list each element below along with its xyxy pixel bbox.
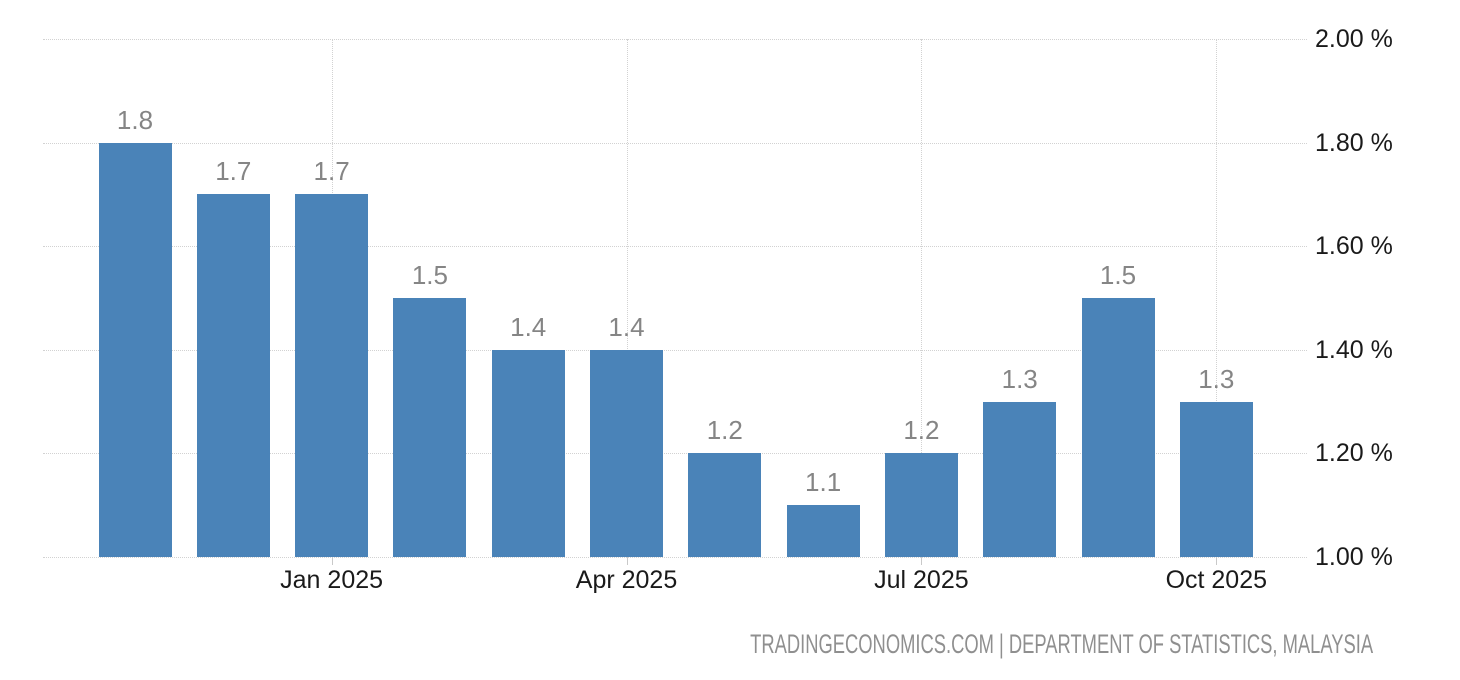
x-axis-tick-label: Jan 2025 bbox=[280, 566, 384, 594]
data-bar[interactable] bbox=[786, 505, 860, 557]
horizontal-gridline bbox=[43, 39, 1307, 40]
y-axis-tick-label: 1.60 % bbox=[1315, 232, 1393, 261]
y-axis-tick-label: 1.80 % bbox=[1315, 128, 1393, 157]
y-axis-tick-label: 1.40 % bbox=[1315, 335, 1393, 364]
horizontal-gridline bbox=[43, 453, 1307, 455]
x-axis-tick-label: Apr 2025 bbox=[575, 566, 678, 594]
x-axis-tick-label: Oct 2025 bbox=[1165, 566, 1268, 594]
data-bar[interactable] bbox=[196, 194, 270, 557]
y-axis-tick-label: 1.20 % bbox=[1315, 439, 1393, 468]
x-axis-tick-label: Jul 2025 bbox=[874, 566, 969, 594]
y-axis-tick-label: 2.00 % bbox=[1315, 25, 1393, 53]
bar-value-label: 1.4 bbox=[510, 311, 547, 342]
data-bar[interactable] bbox=[98, 142, 172, 557]
y-axis-tick-label: 1.00 % bbox=[1315, 543, 1393, 571]
vertical-gridline bbox=[921, 39, 923, 557]
bar-value-label: 1.7 bbox=[313, 156, 350, 187]
bar-value-label: 1.2 bbox=[903, 415, 940, 446]
bar-value-label: 1.5 bbox=[411, 260, 448, 290]
data-bar[interactable] bbox=[1081, 298, 1155, 557]
data-bar[interactable] bbox=[393, 298, 467, 557]
data-bar[interactable] bbox=[983, 401, 1057, 557]
x-axis-tick-mark bbox=[331, 557, 333, 565]
x-axis-tick-mark bbox=[626, 557, 628, 565]
bar-value-label: 1.1 bbox=[805, 467, 842, 498]
data-bar[interactable] bbox=[884, 453, 958, 557]
x-axis-tick-mark bbox=[1216, 557, 1218, 565]
data-bar[interactable] bbox=[491, 349, 565, 557]
bar-value-label: 1.3 bbox=[1001, 363, 1038, 394]
vertical-gridline bbox=[626, 39, 628, 557]
data-bar[interactable] bbox=[295, 194, 369, 557]
bar-value-label: 1.2 bbox=[706, 415, 743, 446]
data-bar[interactable] bbox=[590, 349, 663, 557]
bar-value-label: 1.5 bbox=[1099, 260, 1137, 290]
bar-value-label: 1.7 bbox=[215, 156, 252, 187]
horizontal-gridline bbox=[43, 557, 1307, 558]
bar-value-label: 1.4 bbox=[608, 311, 645, 342]
source-attribution: TRADINGECONOMICS.COM | DEPARTMENT OF STA… bbox=[750, 629, 1373, 659]
x-axis-tick-mark bbox=[921, 557, 923, 565]
bar-value-label: 1.8 bbox=[116, 104, 154, 135]
data-bar[interactable] bbox=[1179, 401, 1253, 557]
data-bar[interactable] bbox=[688, 453, 762, 557]
horizontal-gridline bbox=[43, 349, 1307, 351]
horizontal-gridline bbox=[43, 246, 1307, 248]
bar-value-label: 1.3 bbox=[1198, 363, 1235, 394]
vertical-gridline bbox=[1216, 39, 1218, 557]
horizontal-gridline bbox=[43, 142, 1307, 144]
